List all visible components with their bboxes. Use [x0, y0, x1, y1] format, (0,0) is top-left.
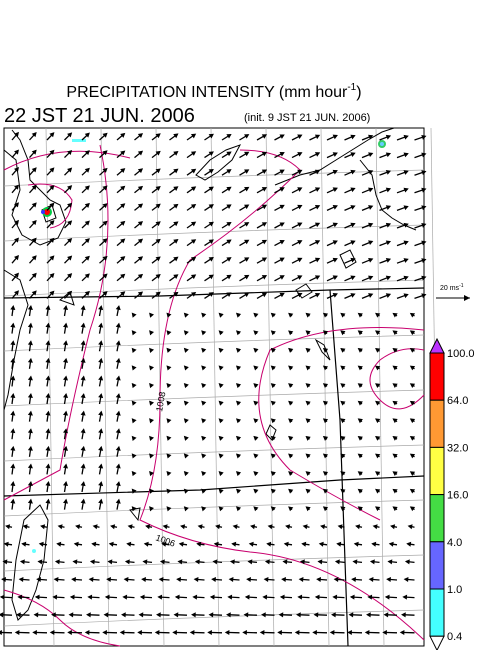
wind-scale-superscript: -1	[459, 283, 464, 289]
colorbar-label: 1.0	[447, 584, 462, 596]
wind-scale: 20 ms-1	[436, 283, 470, 301]
wind-scale-label: 20 ms-1	[440, 283, 464, 292]
colorbar-label: 16.0	[447, 490, 468, 502]
map-area: 1008 1006	[0, 128, 439, 646]
colorbar-label: 4.0	[447, 537, 462, 549]
wind-arrow-head	[422, 206, 425, 209]
wind-arrow-head	[422, 171, 425, 174]
colorbar-segment	[430, 353, 444, 400]
colorbar-bottom-triangle	[430, 636, 444, 650]
wind-arrow-head	[422, 189, 425, 192]
wind-arrow-head	[422, 241, 425, 244]
colorbar-segment	[430, 542, 444, 589]
map-title: PRECIPITATION INTENSITY (mm hour-1)	[66, 82, 361, 101]
colorbar-segment	[430, 495, 444, 542]
wind-arrow-head	[422, 277, 425, 280]
valid-time: 22 JST 21 JUN. 2006	[4, 105, 195, 127]
colorbar-segment	[430, 447, 444, 494]
colorbar-segment	[430, 400, 444, 447]
colorbar-top-triangle	[430, 339, 444, 353]
colorbar-segment	[430, 589, 444, 636]
colorbar-label: 32.0	[447, 442, 468, 454]
wind-arrow-head	[0, 631, 1, 634]
wind-arrow-head	[422, 224, 425, 227]
colorbar: 100.0 64.0 32.0 16.0 4.0 1.0 0.4	[430, 339, 475, 650]
wind-scale-text: 20 ms	[440, 285, 460, 292]
wind-arrow-head	[1, 596, 4, 599]
wind-arrow-head	[422, 294, 425, 297]
wind-arrow-head	[422, 153, 425, 156]
colorbar-label: 100.0	[447, 348, 475, 360]
wind-arrow-head	[422, 136, 425, 139]
init-time: (init. 9 JST 21 JUN. 2006)	[244, 112, 370, 124]
colorbar-label: 0.4	[447, 631, 462, 643]
wind-arrow-head	[0, 613, 3, 616]
wind-arrow-head	[422, 259, 425, 262]
colorbar-label: 64.0	[447, 395, 468, 407]
wind-arrow-head	[2, 578, 5, 581]
title-close: )	[356, 84, 361, 101]
wind-scale-arrowhead	[464, 295, 470, 301]
title-text: PRECIPITATION INTENSITY (mm hour	[66, 84, 348, 101]
